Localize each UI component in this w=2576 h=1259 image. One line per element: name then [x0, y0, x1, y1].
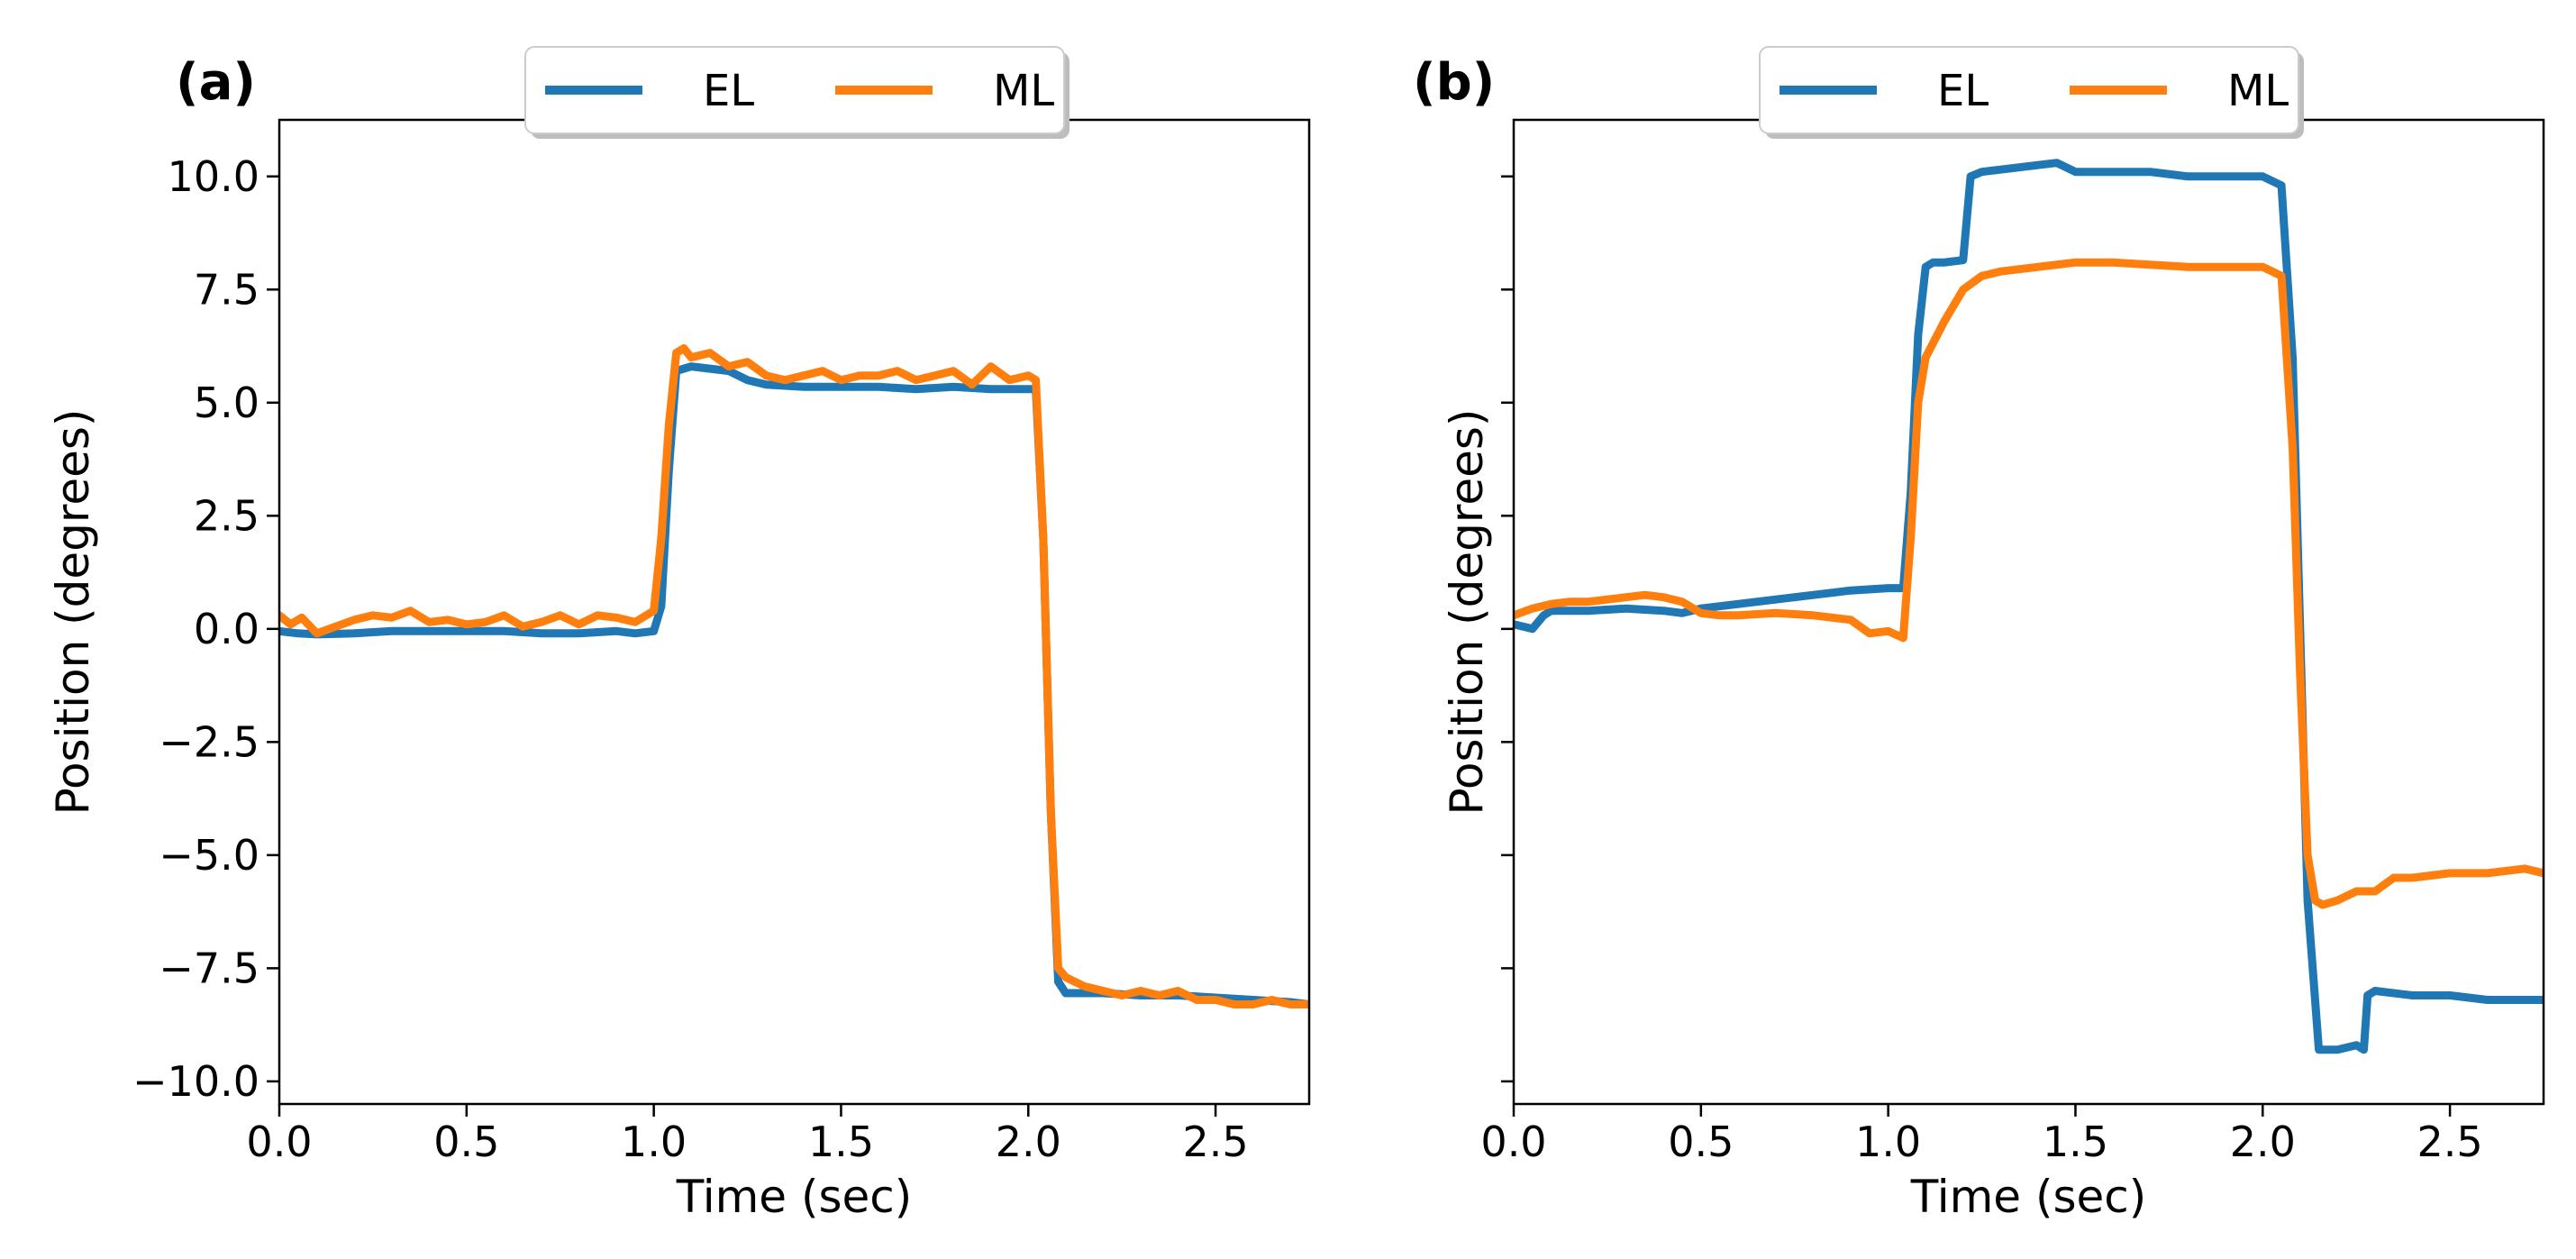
legend-box	[524, 46, 1065, 134]
series-line-ml	[1514, 258, 2544, 909]
x-tick-label: 0.5	[433, 1118, 499, 1166]
y-tick-label: −2.5	[159, 717, 259, 766]
x-tick-label: 0.0	[1480, 1118, 1546, 1166]
legend-box	[1759, 46, 2299, 134]
x-tick-label: 1.5	[2043, 1118, 2108, 1166]
y-tick-label: 10.0	[168, 152, 259, 201]
x-tick-label: 1.5	[808, 1118, 874, 1166]
y-tick-label: −7.5	[159, 944, 259, 992]
x-tick-label: 2.5	[1183, 1118, 1249, 1166]
series-group	[279, 344, 1309, 1008]
legend-label-ml: ML	[993, 66, 1054, 116]
series-line-ml	[279, 344, 1309, 1008]
chart-panel-b: 0.0 0.5 1.0 1.5 2.0 2.5 Time (sec) Position (de…	[1413, 46, 2545, 1223]
y-tick-label: 0.0	[194, 605, 259, 653]
y-tick-label: −5.0	[159, 831, 259, 880]
x-tick-label: 2.5	[2417, 1118, 2483, 1166]
panel-label: (b)	[1413, 53, 1495, 112]
y-axis-label: Position (degrees)	[1441, 409, 1493, 816]
x-tick-label: 1.0	[621, 1118, 687, 1166]
y-axis-label: Position (degrees)	[47, 409, 99, 816]
x-tick-label: 0.0	[246, 1118, 312, 1166]
legend-label-el: EL	[703, 66, 754, 116]
x-axis-label: Time (sec)	[676, 1171, 913, 1223]
panel-label: (a)	[176, 53, 256, 112]
x-tick-label: 1.0	[1855, 1118, 1921, 1166]
legend: EL ML	[524, 46, 1070, 139]
axes-frame	[278, 118, 1311, 1106]
y-tick-label: 7.5	[194, 265, 259, 314]
x-axis-label: Time (sec)	[1910, 1171, 2147, 1223]
series-group	[1514, 159, 2544, 1054]
legend-label-el: EL	[1937, 66, 1989, 116]
legend: EL ML	[1759, 46, 2304, 139]
chart-panel-a: 0.0 0.5 1.0 1.5 2.0 2.5 10.0 7.5 5.0 2.5 0.0 −2.5 −5…	[47, 46, 1311, 1223]
x-tick-label: 2.0	[996, 1118, 1061, 1166]
series-line-el	[279, 362, 1309, 1008]
x-tick-label: 0.5	[1668, 1118, 1734, 1166]
y-tick-label: 2.5	[194, 491, 259, 540]
series-line-el	[1514, 159, 2544, 1054]
y-tick-label: 5.0	[194, 379, 259, 427]
y-tick-label: −10.0	[132, 1057, 259, 1106]
legend-label-ml: ML	[2227, 66, 2289, 116]
x-tick-label: 2.0	[2230, 1118, 2296, 1166]
